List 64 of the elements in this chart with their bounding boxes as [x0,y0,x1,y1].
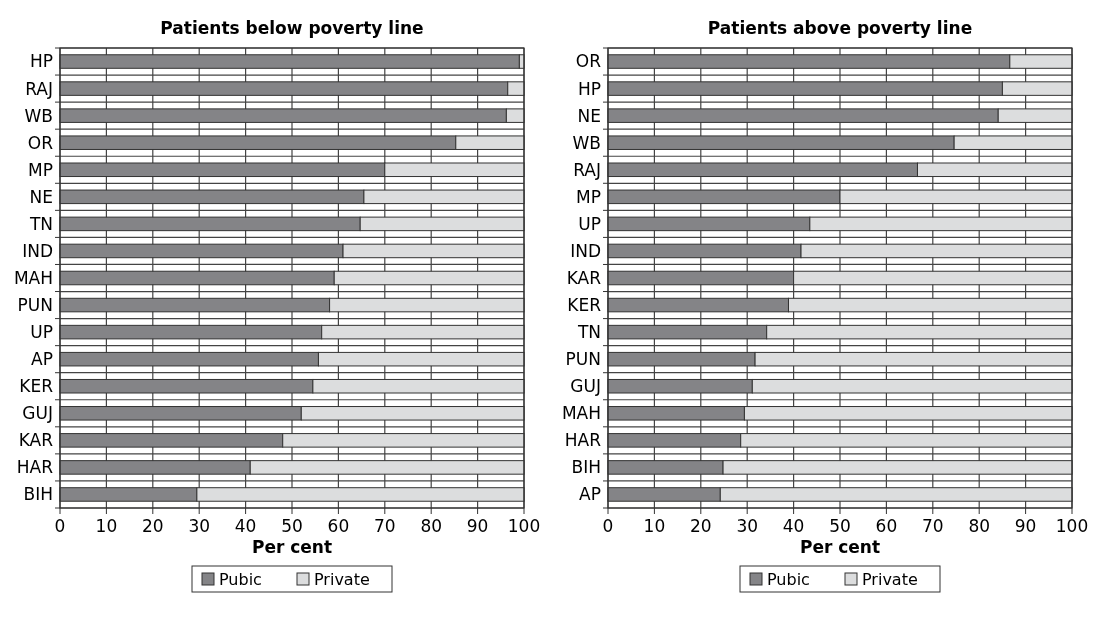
y-tick-label: BIH [571,457,601,478]
x-tick-label: 60 [875,516,898,536]
x-tick-label: 40 [782,516,805,536]
y-tick-label: RAJ [573,159,601,180]
y-tick-label: GUJ [22,403,53,424]
y-tick-label: AP [31,349,53,370]
x-tick-label: 90 [1014,516,1037,536]
chart-title: Patients below poverty line [160,18,424,38]
y-tick-label: UP [30,322,53,343]
y-tick-label: KER [567,295,602,316]
y-tick-label: TN [28,213,53,234]
x-tick-label: 100 [1055,516,1089,536]
x-axis-title: Per cent [251,537,333,557]
x-tick-label: 70 [373,516,396,536]
x-tick-label: 0 [54,516,66,536]
x-tick-label: 50 [281,516,303,536]
y-tick-label: MP [576,186,601,207]
y-tick-label: NE [577,105,601,126]
x-tick-label: 50 [829,516,851,536]
y-tick-label: OR [27,132,54,153]
legend-label: Private [314,569,370,589]
x-tick-label: 20 [689,516,712,536]
x-tick-label: 20 [141,516,164,536]
y-tick-label: IND [22,240,53,261]
x-tick-label: 30 [736,516,759,536]
y-tick-label: MAH [561,403,601,424]
x-tick-label: 10 [95,516,118,536]
y-tick-label: MP [28,159,53,180]
y-tick-label: WB [572,132,601,153]
y-tick-label: WB [24,105,53,126]
y-tick-label: PUN [17,295,53,316]
y-tick-label: HP [577,78,601,99]
y-tick-label: UP [578,213,601,234]
chart-title: Patients above poverty line [707,18,973,38]
y-tick-label: RAJ [25,78,53,99]
y-tick-label: GUJ [570,376,601,397]
y-tick-label: TN [576,322,601,343]
y-tick-label: HAR [16,457,54,478]
y-tick-label: OR [575,51,602,72]
x-tick-label: 90 [466,516,489,536]
y-tick-label: KAR [566,267,602,288]
x-tick-label: 10 [643,516,666,536]
x-tick-label: 0 [602,516,614,536]
y-tick-label: IND [570,240,601,261]
x-tick-label: 40 [234,516,257,536]
y-tick-label: BIH [23,484,53,505]
y-tick-label: NE [29,186,53,207]
y-tick-label: PUN [565,349,601,370]
y-tick-label: HP [29,51,53,72]
x-tick-label: 100 [507,516,541,536]
legend-label: Pubic [767,569,810,589]
y-tick-label: KER [19,376,54,397]
y-tick-label: KAR [18,430,54,451]
y-tick-label: HAR [564,430,602,451]
x-tick-label: 30 [188,516,211,536]
x-tick-label: 80 [968,516,991,536]
x-tick-label: 60 [327,516,350,536]
y-tick-label: AP [579,484,601,505]
x-tick-label: 70 [921,516,944,536]
legend-label: Pubic [219,569,262,589]
y-tick-label: MAH [13,267,53,288]
x-tick-label: 80 [420,516,443,536]
legend-label: Private [862,569,918,589]
x-axis-title: Per cent [799,537,881,557]
